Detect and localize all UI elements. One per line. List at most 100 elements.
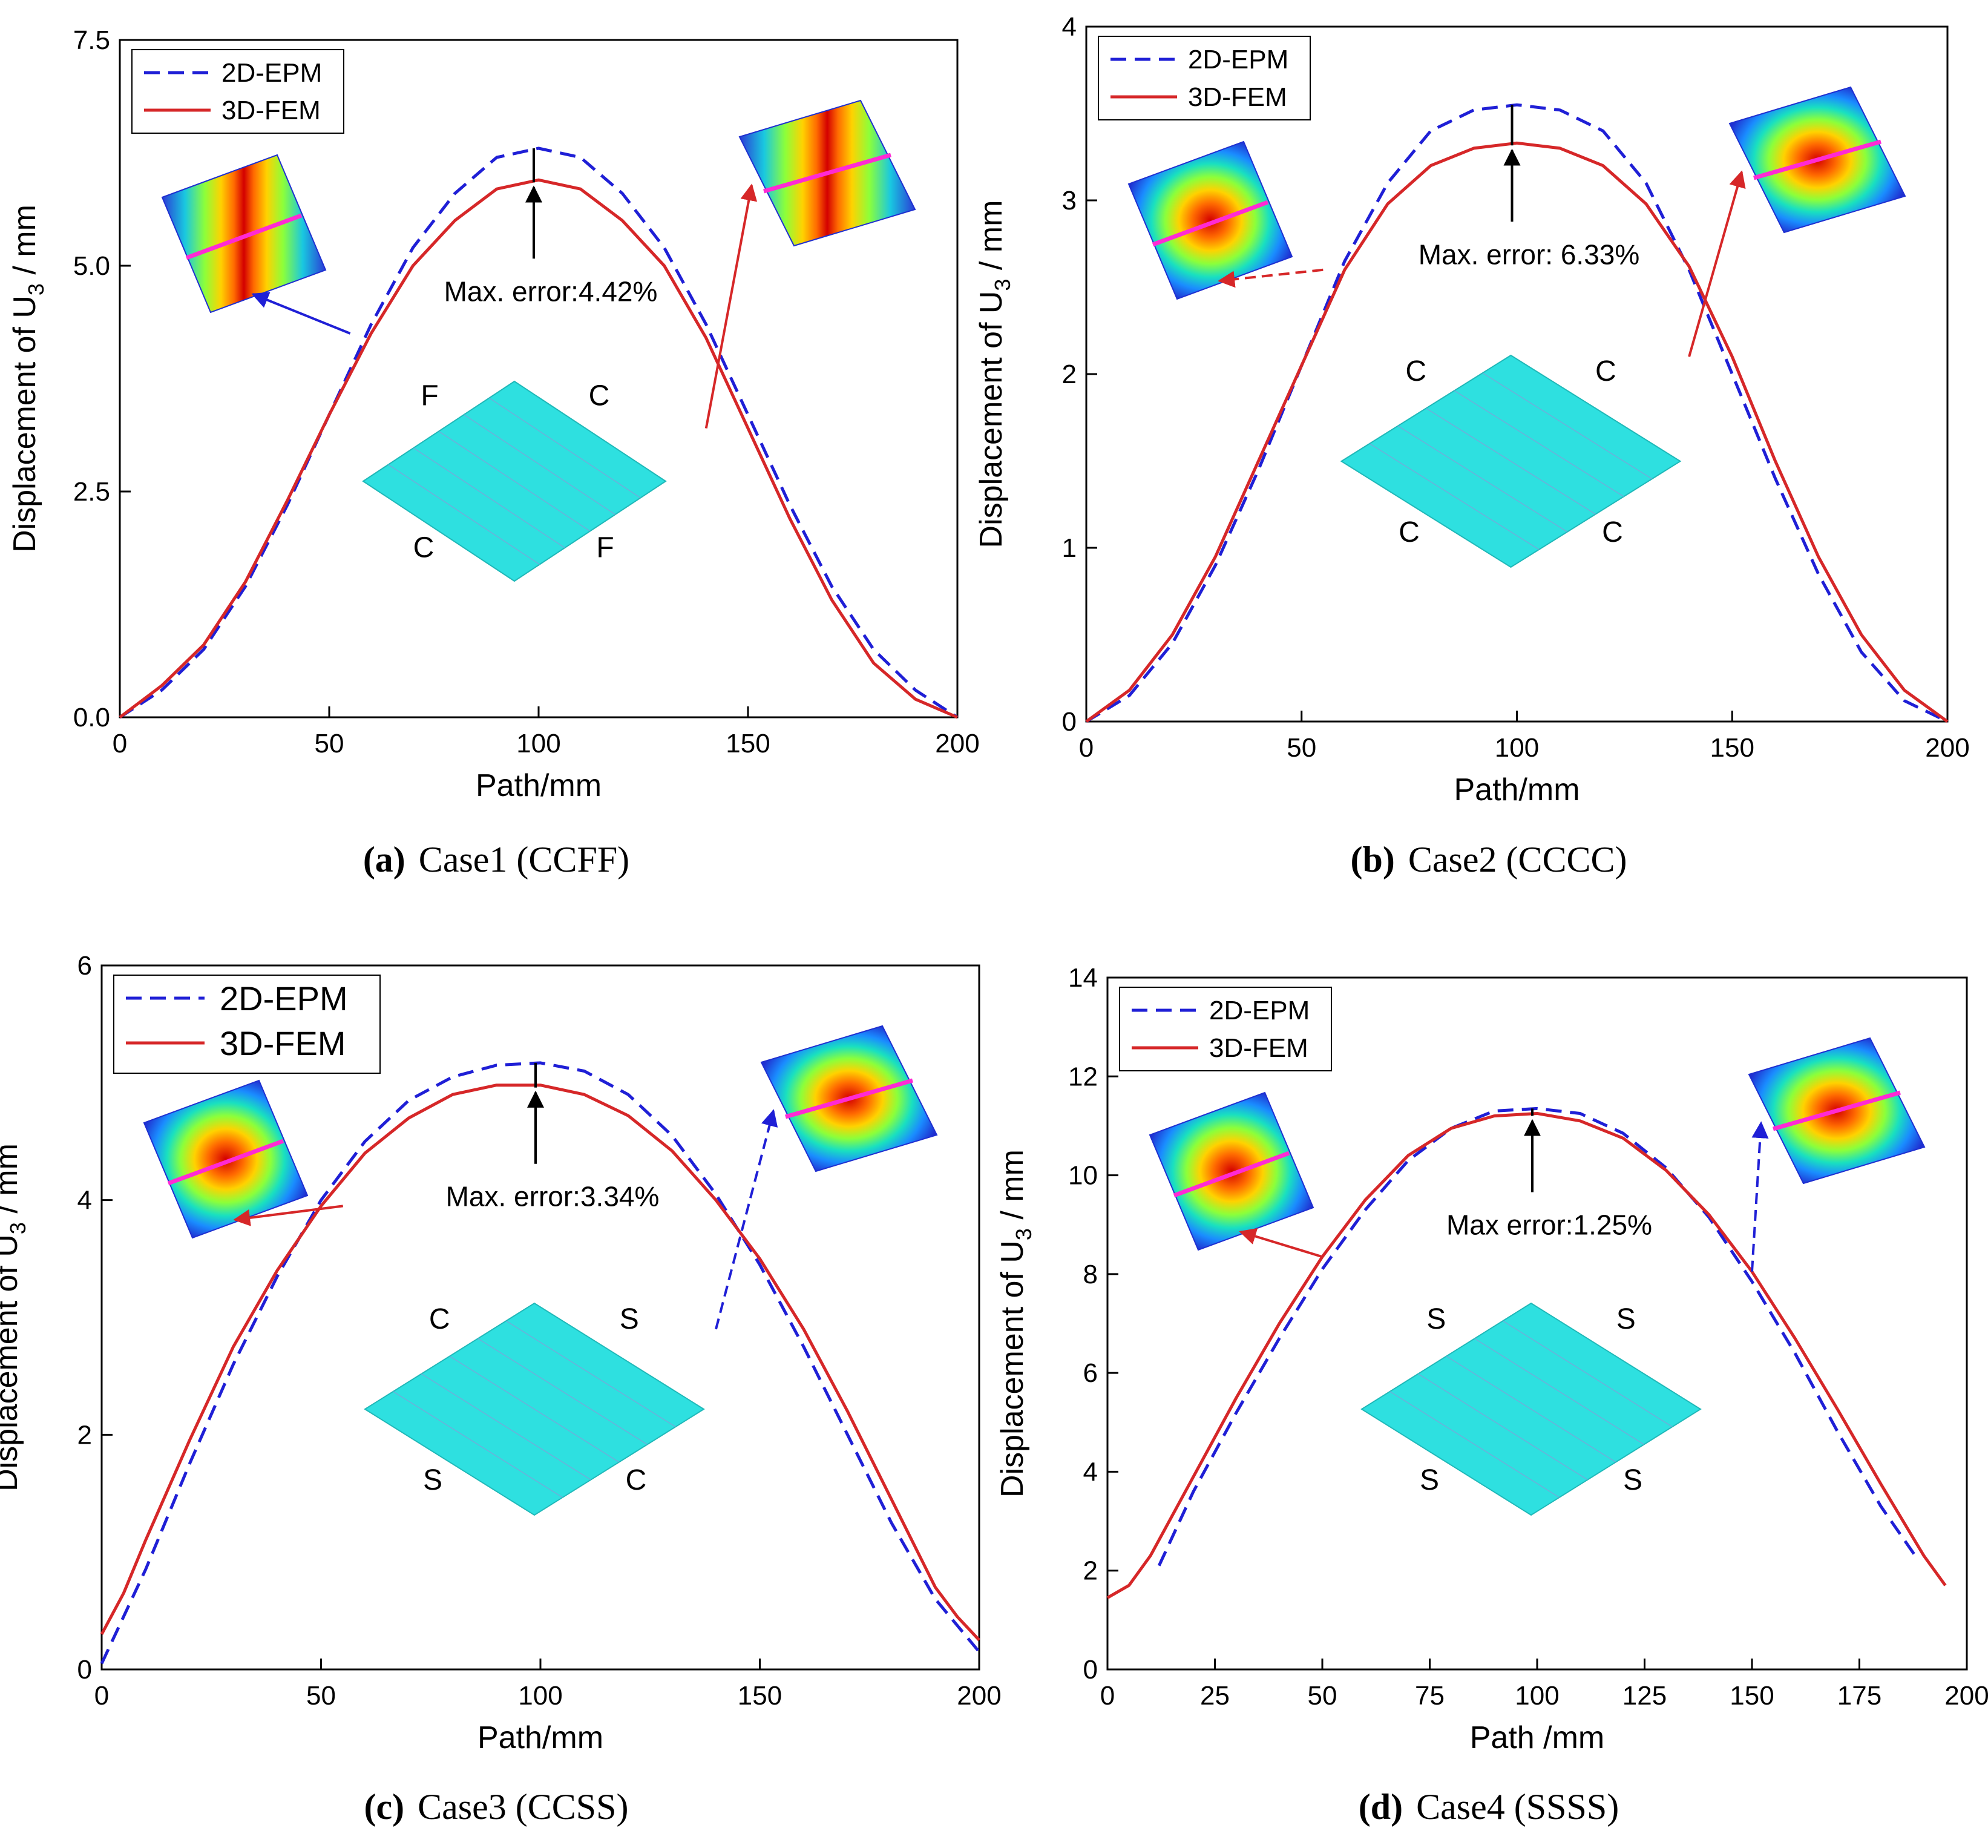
x-axis-title: Path/mm — [477, 1720, 603, 1755]
y-axis-title: Displacement of U3 / mm — [974, 200, 1015, 548]
plate-grid-line — [488, 397, 641, 499]
boundary-condition-label: S — [1616, 1303, 1636, 1335]
max-error-annotation: Max. error:4.42% — [444, 275, 658, 307]
y-tick-label: 6 — [1083, 1358, 1098, 1388]
plate-grid-line — [1502, 1320, 1673, 1427]
chart-panel-b: 0 50 100 150 200 0 1 2 3 4 Path/mm Displacement of … — [974, 12, 1970, 807]
y-axis-title-subscript: 3 — [990, 279, 1015, 291]
series-line-3d-fem — [1106, 1112, 1947, 1599]
panel-caption: (d) Case4 (SSSS) — [1359, 1787, 1619, 1827]
y-tick-label: 0 — [1062, 707, 1077, 737]
y-tick-label: 7.5 — [73, 25, 110, 55]
plate-grid-line — [393, 1391, 563, 1498]
plate-grid-line — [1389, 1391, 1560, 1498]
inset-pointer-right — [715, 1109, 778, 1330]
plate-grid-line — [1369, 443, 1540, 550]
series-line-3d-fem — [100, 1083, 980, 1642]
boundary-condition-label: S — [1623, 1464, 1642, 1496]
y-axis-title-subscript: 3 — [5, 1222, 30, 1234]
legend-label-2d-epm: 2D-EPM — [1209, 996, 1310, 1025]
path-line-right — [785, 1078, 913, 1119]
x-axis-title: Path /mm — [1470, 1720, 1605, 1755]
plate-grid-line — [388, 464, 540, 565]
x-tick-label: 0 — [94, 1681, 109, 1711]
y-tick-label: 0 — [1083, 1655, 1098, 1685]
series-line-2d-epm — [1085, 103, 1949, 723]
contour-inset-left — [143, 1079, 309, 1239]
y-tick-label: 5.0 — [73, 251, 110, 281]
boundary-condition-label: C — [626, 1464, 647, 1496]
plate-grid-line — [421, 1373, 591, 1481]
y-tick-label: 4 — [77, 1186, 92, 1215]
x-tick-label: 0 — [1079, 733, 1094, 763]
chart-panel-a: 0 50 100 150 200 0.0 2.5 5.0 7.5 Path/mm Displacem… — [7, 25, 980, 803]
max-error-annotation: Max. error: 6.33% — [1419, 238, 1640, 270]
y-axis-title-subscript: 3 — [24, 283, 48, 295]
x-tick-label: 175 — [1837, 1681, 1881, 1711]
legend-label-3d-fem: 3D-FEM — [220, 1024, 346, 1062]
plate-grid-line — [1474, 1338, 1645, 1445]
plate-grid-line — [1426, 407, 1596, 515]
panel-caption: (b) Case2 (CCCC) — [1350, 840, 1627, 880]
x-tick-label: 25 — [1200, 1681, 1230, 1711]
y-axis-title-main: Displacement of U — [995, 1240, 1030, 1498]
legend-box — [131, 49, 344, 134]
inset-pointer-left — [1218, 268, 1324, 288]
caption-text: Case4 (SSSS) — [1416, 1787, 1619, 1827]
y-tick-label: 2 — [1062, 360, 1077, 389]
contour-inset-left — [1127, 140, 1293, 300]
boundary-condition-label: C — [429, 1303, 450, 1335]
boundary-condition-label: S — [620, 1303, 639, 1335]
y-tick-label: 14 — [1068, 963, 1098, 993]
legend-label-3d-fem: 3D-FEM — [1188, 82, 1287, 112]
plate-grid-line — [1446, 1355, 1616, 1463]
y-tick-label: 3 — [1062, 186, 1077, 215]
legend-label-2d-epm: 2D-EPM — [1188, 45, 1288, 74]
boundary-condition-label: S — [1426, 1303, 1446, 1335]
chart-panel-c: 0 50 100 150 200 0 2 4 6 Path/mm Displacement of U… — [0, 951, 1002, 1755]
y-tick-label: 2.5 — [73, 477, 110, 507]
caption-label: (c) — [364, 1787, 405, 1827]
inset-pointer-right — [1688, 170, 1746, 357]
x-axis-title: Path/mm — [1454, 772, 1580, 807]
x-tick-label: 75 — [1415, 1681, 1445, 1711]
y-tick-label: 10 — [1068, 1161, 1098, 1191]
plate-grid-line — [1397, 426, 1568, 533]
series-line-3d-fem — [119, 178, 958, 719]
plate-grid-line — [413, 447, 565, 548]
x-tick-label: 100 — [518, 1681, 562, 1711]
plate-grid-line — [464, 414, 616, 515]
boundary-condition-label: F — [596, 531, 614, 564]
caption-text: Case1 (CCFF) — [419, 840, 629, 880]
caption-text: Case3 (CCSS) — [418, 1787, 628, 1827]
panel-caption: (c) Case3 (CCSS) — [364, 1787, 629, 1827]
path-line-right — [1773, 1090, 1901, 1131]
x-tick-label: 150 — [726, 729, 770, 758]
path-line-left — [185, 213, 303, 260]
y-tick-label: 8 — [1083, 1260, 1098, 1289]
caption-label: (a) — [363, 840, 405, 880]
series-line-2d-epm — [100, 1061, 980, 1665]
panel-caption: (a) Case1 (CCFF) — [363, 840, 629, 880]
y-tick-label: 4 — [1083, 1457, 1098, 1487]
y-tick-label: 2 — [77, 1420, 92, 1450]
inset-pointer-right — [1751, 1121, 1769, 1272]
y-tick-label: 4 — [1062, 12, 1077, 42]
legend-box — [1119, 987, 1332, 1071]
y-axis-title-unit: / mm — [995, 1149, 1030, 1228]
series-line-2d-epm — [1157, 1106, 1917, 1567]
boundary-condition-label: C — [1602, 516, 1623, 548]
caption-label: (b) — [1350, 840, 1394, 880]
y-tick-label: 0.0 — [73, 703, 110, 732]
max-error-annotation: Max error:1.25% — [1446, 1209, 1652, 1241]
plate-grid-line — [438, 430, 591, 532]
y-axis-title: Displacement of U3 / mm — [0, 1143, 30, 1491]
plate-grid-line — [505, 1320, 676, 1427]
x-axis-title: Path/mm — [476, 768, 602, 803]
y-axis-title: Displacement of U3 / mm — [995, 1149, 1036, 1498]
plate-grid-line — [1454, 390, 1624, 497]
y-axis-title-main: Displacement of U — [974, 291, 1009, 548]
boundary-condition-label: S — [1420, 1464, 1439, 1496]
path-line-right — [1753, 139, 1881, 180]
